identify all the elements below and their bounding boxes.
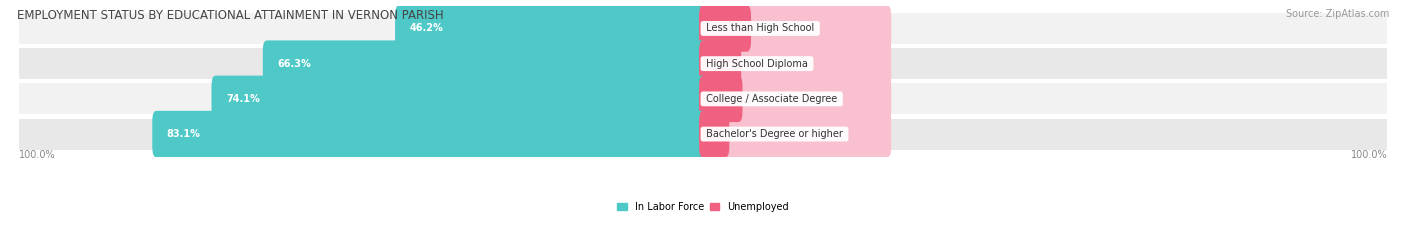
FancyBboxPatch shape xyxy=(699,5,751,52)
Text: 5.2%: 5.2% xyxy=(744,59,769,69)
Text: 5.4%: 5.4% xyxy=(745,94,769,104)
Text: 74.1%: 74.1% xyxy=(226,94,260,104)
Bar xyxy=(18,48,1388,79)
Text: Bachelor's Degree or higher: Bachelor's Degree or higher xyxy=(703,129,846,139)
Bar xyxy=(18,13,1388,44)
FancyBboxPatch shape xyxy=(699,40,891,87)
Text: 100.0%: 100.0% xyxy=(1351,150,1388,160)
FancyBboxPatch shape xyxy=(699,76,742,122)
Text: College / Associate Degree: College / Associate Degree xyxy=(703,94,841,104)
FancyBboxPatch shape xyxy=(152,111,707,157)
Bar xyxy=(18,83,1388,114)
Text: 3.4%: 3.4% xyxy=(733,129,756,139)
Text: Source: ZipAtlas.com: Source: ZipAtlas.com xyxy=(1285,9,1389,19)
FancyBboxPatch shape xyxy=(211,76,707,122)
Text: Less than High School: Less than High School xyxy=(703,24,817,34)
FancyBboxPatch shape xyxy=(699,40,741,87)
Text: 6.7%: 6.7% xyxy=(754,24,778,34)
Text: 100.0%: 100.0% xyxy=(18,150,55,160)
Text: 46.2%: 46.2% xyxy=(409,24,443,34)
FancyBboxPatch shape xyxy=(699,111,891,157)
FancyBboxPatch shape xyxy=(699,76,891,122)
Text: High School Diploma: High School Diploma xyxy=(703,59,811,69)
FancyBboxPatch shape xyxy=(395,5,707,52)
Text: EMPLOYMENT STATUS BY EDUCATIONAL ATTAINMENT IN VERNON PARISH: EMPLOYMENT STATUS BY EDUCATIONAL ATTAINM… xyxy=(17,9,443,22)
Bar xyxy=(18,119,1388,150)
FancyBboxPatch shape xyxy=(699,5,891,52)
Legend: In Labor Force, Unemployed: In Labor Force, Unemployed xyxy=(613,198,793,216)
Text: 66.3%: 66.3% xyxy=(277,59,311,69)
Text: 83.1%: 83.1% xyxy=(167,129,201,139)
FancyBboxPatch shape xyxy=(263,40,707,87)
FancyBboxPatch shape xyxy=(699,111,730,157)
